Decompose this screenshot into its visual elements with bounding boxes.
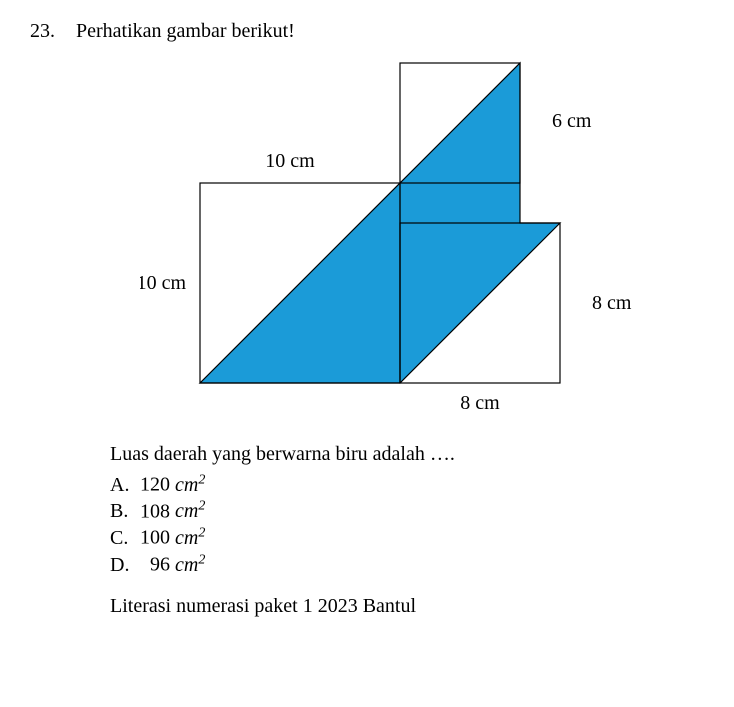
option-unit-base: cm [175, 527, 198, 549]
option-b: B. 108 cm2 [110, 499, 704, 524]
option-number: 120 [140, 474, 170, 496]
option-c: C. 100 cm2 [110, 525, 704, 550]
option-a: A. 120 cm2 [110, 472, 704, 497]
svg-text:6 cm: 6 cm [426, 53, 466, 56]
option-unit-base: cm [175, 474, 198, 496]
question-number: 23. [30, 20, 58, 43]
svg-text:8 cm: 8 cm [460, 392, 500, 414]
option-value: 96 cm2 [140, 552, 205, 577]
svg-text:8 cm: 8 cm [592, 292, 632, 314]
option-d: D. 96 cm2 [110, 552, 704, 577]
option-unit-exp: 2 [198, 499, 205, 514]
geometry-diagram: 6 cm 10 cm 6 cm 10 cm 8 cm 8 cm [140, 53, 704, 423]
question-instruction: Perhatikan gambar berikut! [76, 20, 295, 43]
option-unit-base: cm [175, 500, 198, 522]
diagram-svg: 6 cm 10 cm 6 cm 10 cm 8 cm 8 cm [140, 53, 680, 423]
option-letter: A. [110, 474, 140, 497]
question-body: Luas daerah yang berwarna biru adalah ….… [110, 443, 704, 618]
option-letter: D. [110, 554, 140, 577]
svg-text:10 cm: 10 cm [140, 272, 186, 294]
svg-text:6 cm: 6 cm [552, 110, 592, 132]
option-number: 108 [140, 500, 170, 522]
source-line: Literasi numerasi paket 1 2023 Bantul [110, 595, 704, 618]
option-unit-exp: 2 [198, 472, 205, 487]
question-header: 23. Perhatikan gambar berikut! [30, 20, 704, 43]
option-letter: C. [110, 527, 140, 550]
option-unit-base: cm [175, 554, 198, 576]
option-number: 100 [140, 527, 170, 549]
option-number: 96 [150, 554, 170, 576]
question-prompt: Luas daerah yang berwarna biru adalah …. [110, 443, 704, 466]
option-unit-exp: 2 [198, 525, 205, 540]
option-value: 100 cm2 [140, 525, 205, 550]
option-unit-exp: 2 [198, 552, 205, 567]
option-value: 120 cm2 [140, 472, 205, 497]
option-value: 108 cm2 [140, 499, 205, 524]
option-letter: B. [110, 500, 140, 523]
svg-text:10 cm: 10 cm [265, 150, 315, 172]
